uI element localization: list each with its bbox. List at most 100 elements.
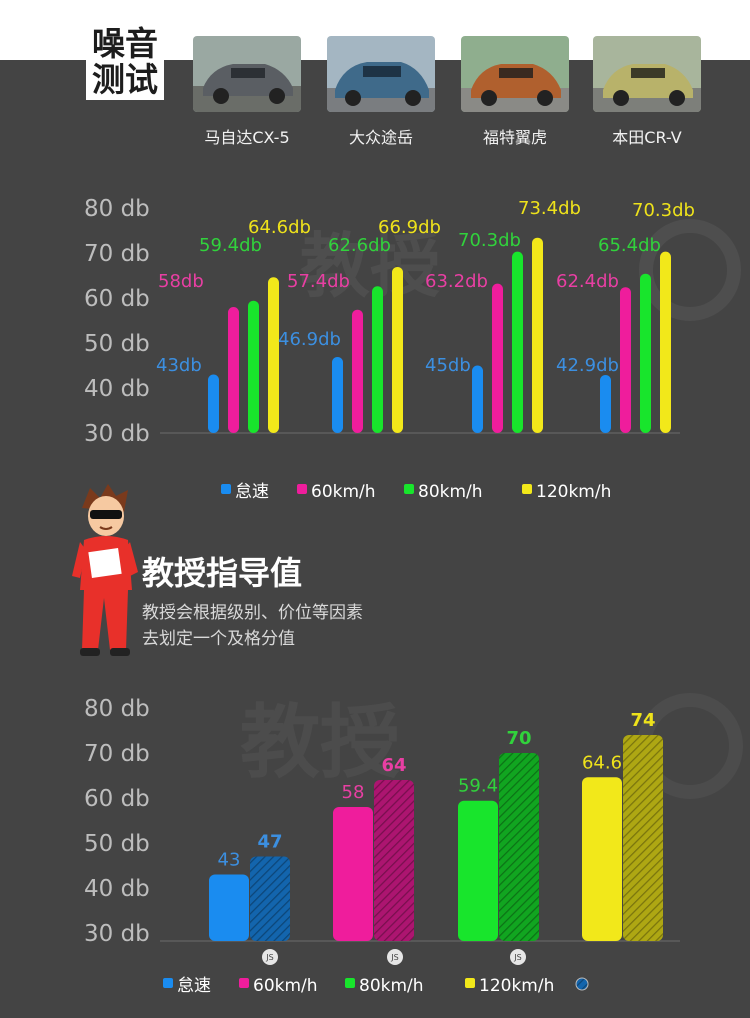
watermark: 教授 [240, 696, 400, 789]
y-tick-label: 70 db [84, 241, 150, 267]
data-label-怠速-4: 42.9db [556, 355, 619, 376]
y-tick-label: 70 db [84, 741, 150, 767]
data-label-120km/h-2: 66.9db [378, 217, 441, 238]
title-line-1: 噪音 [92, 24, 158, 63]
car-name-4: 本田CR-V [612, 128, 682, 147]
bar-80km/h-2 [372, 286, 383, 433]
bar-60km/h-2 [352, 309, 363, 433]
measured-label-60km/h: 58 [342, 782, 365, 803]
measured-bar-120km/h [582, 777, 622, 941]
guide-bar-怠速 [250, 856, 290, 941]
legend-swatch-120km/h [465, 978, 475, 988]
legend-label-120km/h: 120km/h [479, 976, 554, 996]
car-photo-2 [327, 36, 435, 112]
bar-80km/h-4 [640, 273, 651, 433]
guide-value-chart: 教授 30 db 40 db 50 db 60 db 70 db 80 db 43 47 58 64… [84, 693, 743, 996]
legend-label-80km/h: 80km/h [418, 482, 483, 502]
bar-120km/h-2 [392, 266, 403, 433]
car-name-1: 马自达CX-5 [204, 128, 290, 147]
car-photo-4 [593, 36, 701, 112]
measured-label-80km/h: 59.4 [458, 776, 498, 797]
legend-swatch-60km/h [239, 978, 249, 988]
y-tick-label: 60 db [84, 786, 150, 812]
data-label-120km/h-1: 64.6db [248, 217, 311, 238]
legend-swatch-120km/h [522, 484, 532, 494]
data-label-60km/h-2: 57.4db [287, 271, 350, 292]
legend-label-60km/h: 60km/h [311, 482, 376, 502]
measured-label-怠速: 43 [218, 850, 241, 871]
data-label-80km/h-4: 65.4db [598, 235, 661, 256]
guide-bar-80km/h [499, 753, 539, 941]
bar-60km/h-4 [620, 287, 631, 433]
data-label-怠速-2: 46.9db [278, 329, 341, 350]
bar-120km/h-3 [532, 237, 543, 433]
legend-label-80km/h: 80km/h [359, 976, 424, 996]
y-tick-label: 50 db [84, 831, 150, 857]
title-line-2: 测试 [92, 60, 158, 99]
data-label-60km/h-4: 62.4db [556, 271, 619, 292]
bar-120km/h-4 [660, 251, 671, 433]
noise-test-chart: 教授 30 db 40 db 50 db 60 db 70 db 80 db 43db 46.9… [84, 196, 741, 502]
data-label-怠速-1: 43db [156, 355, 202, 376]
legend-swatch-怠速 [163, 978, 173, 988]
car-photo-1 [193, 36, 301, 112]
data-label-80km/h-3: 70.3db [458, 230, 521, 251]
bar-60km/h-1 [228, 307, 239, 433]
description-line-2: 去划定一个及格分值 [142, 629, 295, 649]
js-badge-text-1: JS [265, 953, 273, 962]
y-tick-label: 80 db [84, 196, 150, 222]
bar-怠速-3 [472, 365, 483, 433]
js-badge-3 [510, 949, 526, 965]
data-label-怠速-3: 45db [425, 355, 471, 376]
car-photo-3 [461, 36, 569, 112]
data-label-80km/h-2: 62.6db [328, 235, 391, 256]
legend-label-怠速: 怠速 [235, 482, 269, 502]
bar-80km/h-1 [248, 300, 259, 433]
bar-怠速-2 [332, 356, 343, 433]
guide-label-80km/h: 70 [506, 728, 531, 749]
legend-label-60km/h: 60km/h [253, 976, 318, 996]
measured-bar-怠速 [209, 874, 249, 941]
js-badge-text-3: JS [513, 953, 521, 962]
car-name-2: 大众途岳 [348, 128, 413, 147]
legend-swatch-80km/h [404, 484, 414, 494]
measured-bar-80km/h [458, 800, 498, 941]
y-tick-label: 50 db [84, 331, 150, 357]
guide-bar-120km/h [623, 735, 663, 941]
data-label-60km/h-3: 63.2db [425, 271, 488, 292]
legend-label-怠速: 怠速 [177, 976, 211, 996]
mascot-illustration [70, 480, 140, 660]
legend-swatch-80km/h [345, 978, 355, 988]
description-line-1: 教授会根据级别、价位等因素 [142, 603, 363, 623]
data-label-80km/h-1: 59.4db [199, 235, 262, 256]
data-label-60km/h-1: 58db [158, 271, 204, 292]
y-tick-label: 60 db [84, 286, 150, 312]
legend-label-120km/h: 120km/h [536, 482, 611, 502]
section-description: 教授会根据级别、价位等因素 去划定一个及格分值 [142, 600, 363, 652]
car-name-3: 福特翼虎 [482, 128, 547, 147]
legend-swatch-60km/h [297, 484, 307, 494]
guide-bar-60km/h [374, 780, 414, 941]
y-tick-label: 30 db [84, 421, 150, 447]
bar-120km/h-1 [268, 277, 279, 433]
y-tick-label: 80 db [84, 696, 150, 722]
y-tick-label: 30 db [84, 921, 150, 947]
y-tick-label: 40 db [84, 376, 150, 402]
watermark-ring [639, 219, 741, 321]
js-badge-2 [387, 949, 403, 965]
watermark: 教授 [300, 225, 440, 307]
guide-label-怠速: 47 [257, 832, 282, 853]
bar-60km/h-3 [492, 283, 503, 433]
page-title: 噪音 测试 [86, 24, 164, 100]
legend-swatch-guide [575, 977, 589, 991]
bar-怠速-1 [208, 374, 219, 433]
guide-label-120km/h: 74 [630, 710, 655, 731]
measured-label-120km/h: 64.6 [582, 752, 622, 773]
legend-swatch-怠速 [221, 484, 231, 494]
bar-怠速-4 [600, 374, 611, 433]
js-badge-1 [262, 949, 278, 965]
guide-label-60km/h: 64 [381, 755, 406, 776]
data-label-120km/h-3: 73.4db [518, 198, 581, 219]
measured-bar-60km/h [333, 807, 373, 941]
y-tick-label: 40 db [84, 876, 150, 902]
